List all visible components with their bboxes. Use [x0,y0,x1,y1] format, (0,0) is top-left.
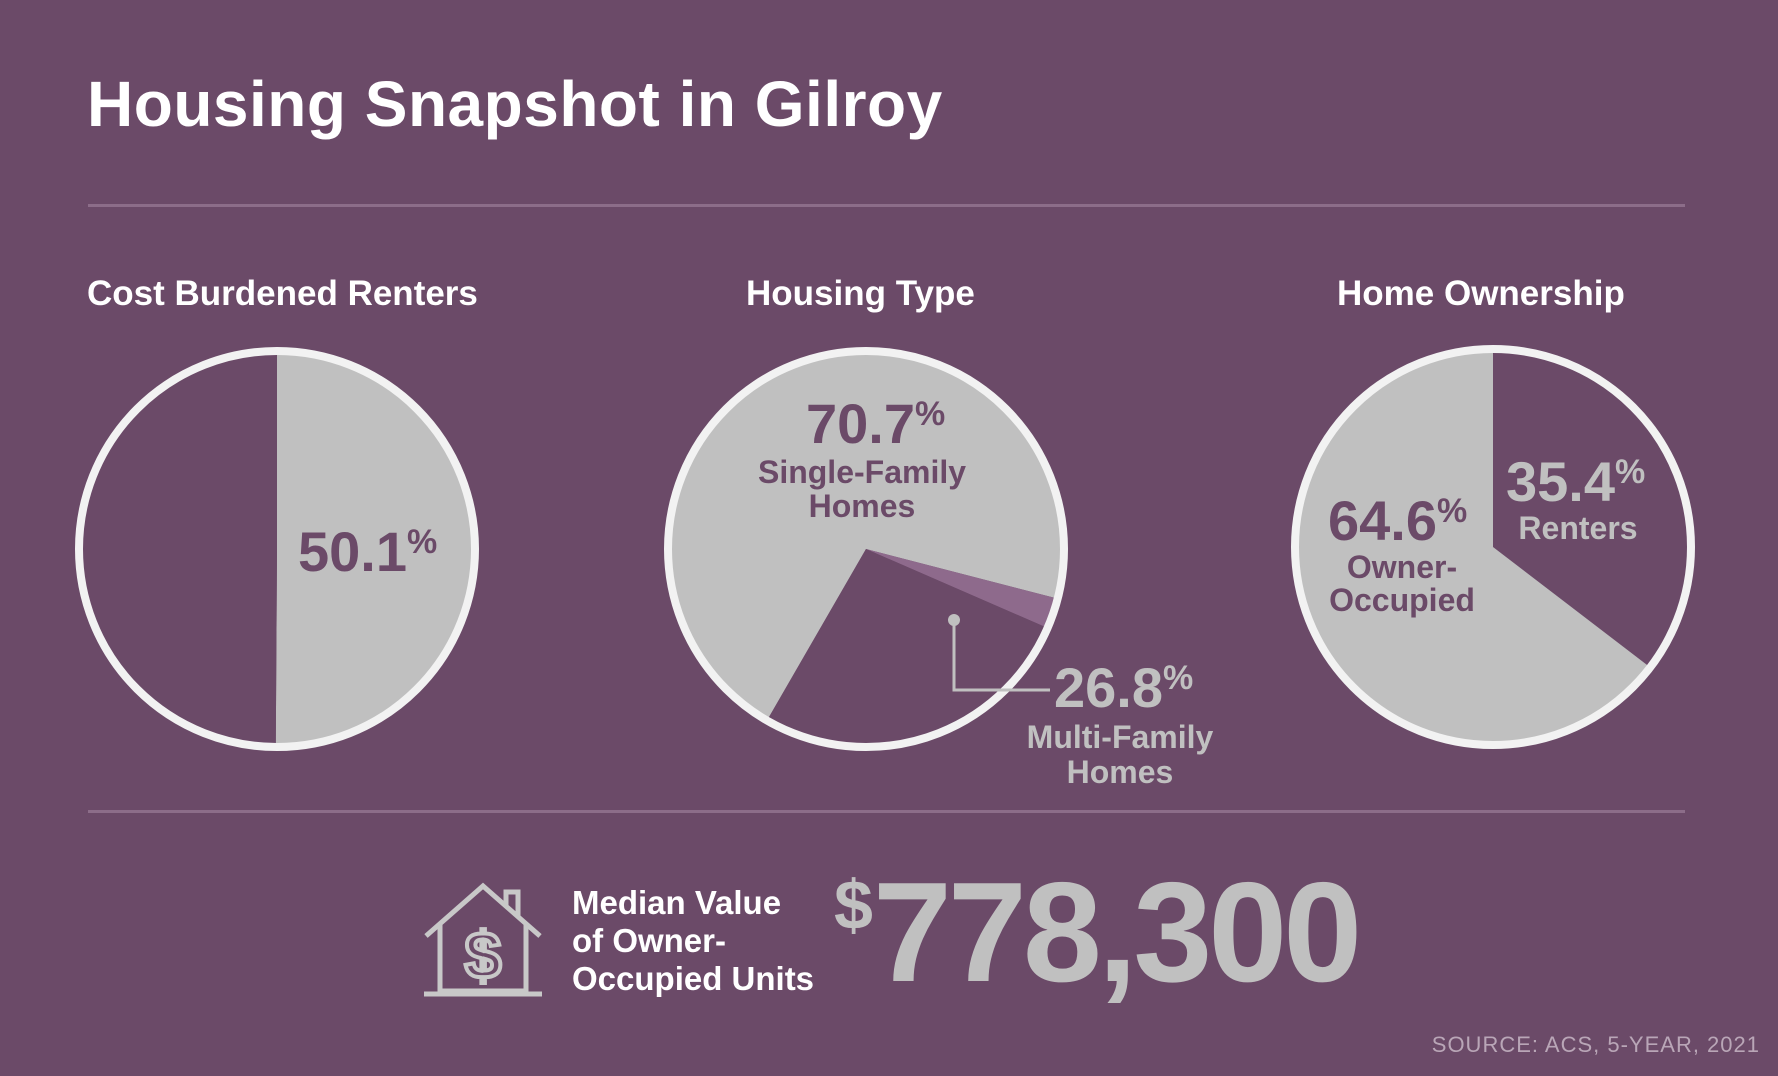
source-note: SOURCE: ACS, 5-YEAR, 2021 [1431,1032,1760,1057]
slice-label-owner-pct: 64.6% [1328,489,1467,552]
median-value-label: Median Value of Owner- Occupied Units [572,884,852,998]
slice-label-single-family-line1: Single-Family [758,454,966,490]
slice-label-owner-line1: Owner- [1347,549,1457,585]
slice-label-owner-line2: Occupied [1329,582,1475,618]
bottom-divider [88,810,1685,813]
page-title: Housing Snapshot in Gilroy [87,68,943,140]
slice-label-multi-family-line2: Homes [1067,754,1174,790]
slice-label-multi-family-pct: 26.8% [1054,656,1193,719]
pie-ring-1 [664,347,1068,751]
pie-cost-burdened [75,347,479,751]
slice-label-renter-line1: Renters [1518,510,1637,546]
slice-label-single-family-pct: 70.7% [806,392,945,455]
slice-label-renter-pct: 35.4% [1506,450,1645,513]
chart-title-home-ownership: Home Ownership [1337,274,1625,313]
chart-title-cost-burdened: Cost Burdened Renters [87,274,478,313]
svg-text:$: $ [465,918,502,992]
currency-symbol: $ [834,866,873,944]
median-label-line3: Occupied Units [572,960,815,997]
house-dollar-icon: $ [424,882,542,997]
pie-housing-type [664,347,1068,751]
slice-label-single-family-line2: Homes [809,488,916,524]
pie-ring-2 [1291,345,1695,749]
median-label-line1: Median Value [572,884,782,921]
pie-ring-0 [75,347,479,751]
pie-slice-1-1 [866,549,1058,629]
multi-family-leader-dot [948,614,960,626]
slice-label-multi-family-line1: Multi-Family [1027,719,1214,755]
pie-slice-1-0 [667,351,1064,721]
multi-family-leader-line [952,620,1050,692]
pie-slice-0-1 [79,351,278,747]
pie-slice-2-1 [1294,349,1651,746]
chart-title-housing-type: Housing Type [746,274,975,313]
median-amount: 778,300 [872,853,1362,1012]
median-label-line2: of Owner- [572,922,726,959]
pie-slice-1-2 [767,549,1048,747]
pie-home-ownership [1291,345,1695,749]
pie-slice-0-0 [275,351,476,747]
slice-label-cost-burdened: 50.1% [298,520,437,583]
top-divider [88,204,1685,207]
median-value-amount: $778,300 [834,862,1362,1004]
pie-slice-2-0 [1493,349,1691,668]
